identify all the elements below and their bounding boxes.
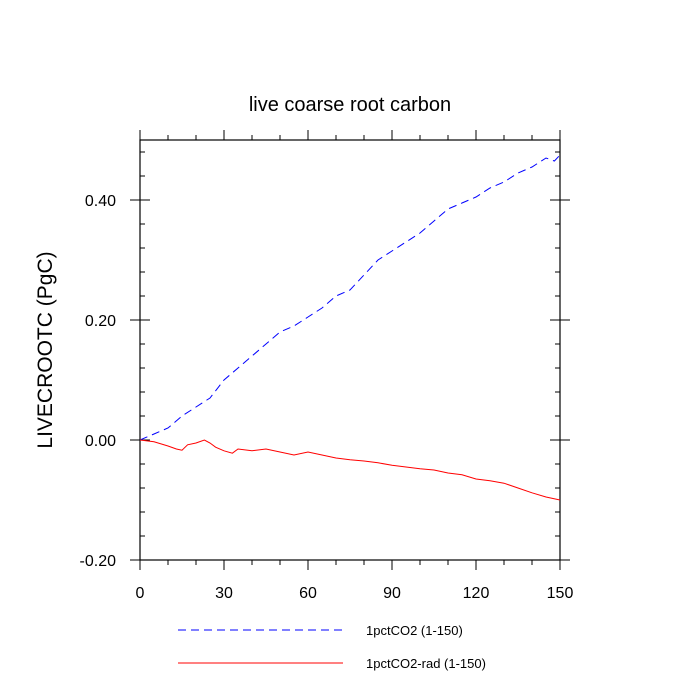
x-tick-label: 120 <box>463 585 490 602</box>
y-tick-label: -0.20 <box>80 553 117 570</box>
x-tick-label: 90 <box>383 585 401 602</box>
chart-title: live coarse root carbon <box>249 94 451 116</box>
series-line-2 <box>139 439 561 501</box>
x-tick-label: 60 <box>299 585 317 602</box>
series-line-1 <box>139 154 561 441</box>
plot-area: 0 30 60 90 120 150 -0.20 0.00 0.20 0.40 <box>80 130 574 602</box>
x-tick-label: 30 <box>215 585 233 602</box>
y-tick-label: 0.00 <box>85 433 116 450</box>
y-tick-label: 0.20 <box>85 313 116 330</box>
x-tick-label: 150 <box>547 585 574 602</box>
y-tick-label: 0.40 <box>85 193 116 210</box>
plot-frame <box>139 139 561 561</box>
legend: 1pctCO2 (1-150) 1pctCO2-rad (1-150) <box>178 623 486 671</box>
x-tick-label: 0 <box>136 585 145 602</box>
legend-label-1: 1pctCO2 (1-150) <box>366 623 463 638</box>
y-axis-label: LIVECROOTC (PgC) <box>34 251 57 448</box>
legend-label-2: 1pctCO2-rad (1-150) <box>366 656 486 671</box>
